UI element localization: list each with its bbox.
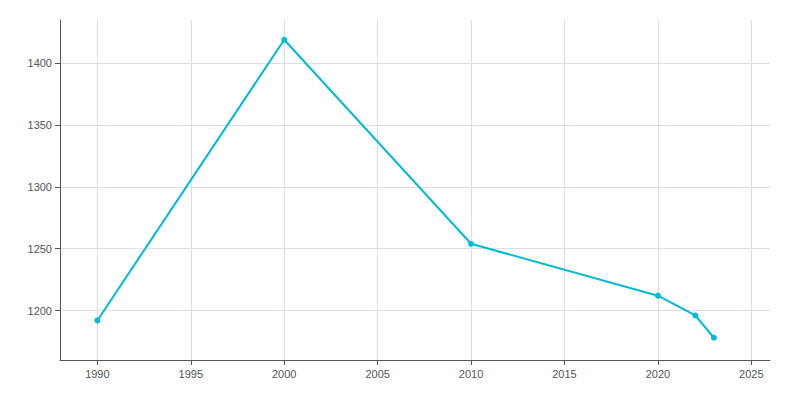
svg-text:2000: 2000 [272,368,296,380]
svg-text:2020: 2020 [646,368,670,380]
svg-text:1995: 1995 [179,368,203,380]
svg-text:1990: 1990 [85,368,109,380]
svg-text:2025: 2025 [739,368,763,380]
svg-text:1200: 1200 [28,305,52,317]
svg-text:1300: 1300 [28,181,52,193]
svg-text:2005: 2005 [365,368,389,380]
svg-text:1400: 1400 [28,57,52,69]
svg-text:2010: 2010 [459,368,483,380]
svg-text:1250: 1250 [28,243,52,255]
svg-text:1350: 1350 [28,119,52,131]
svg-text:2015: 2015 [552,368,576,380]
